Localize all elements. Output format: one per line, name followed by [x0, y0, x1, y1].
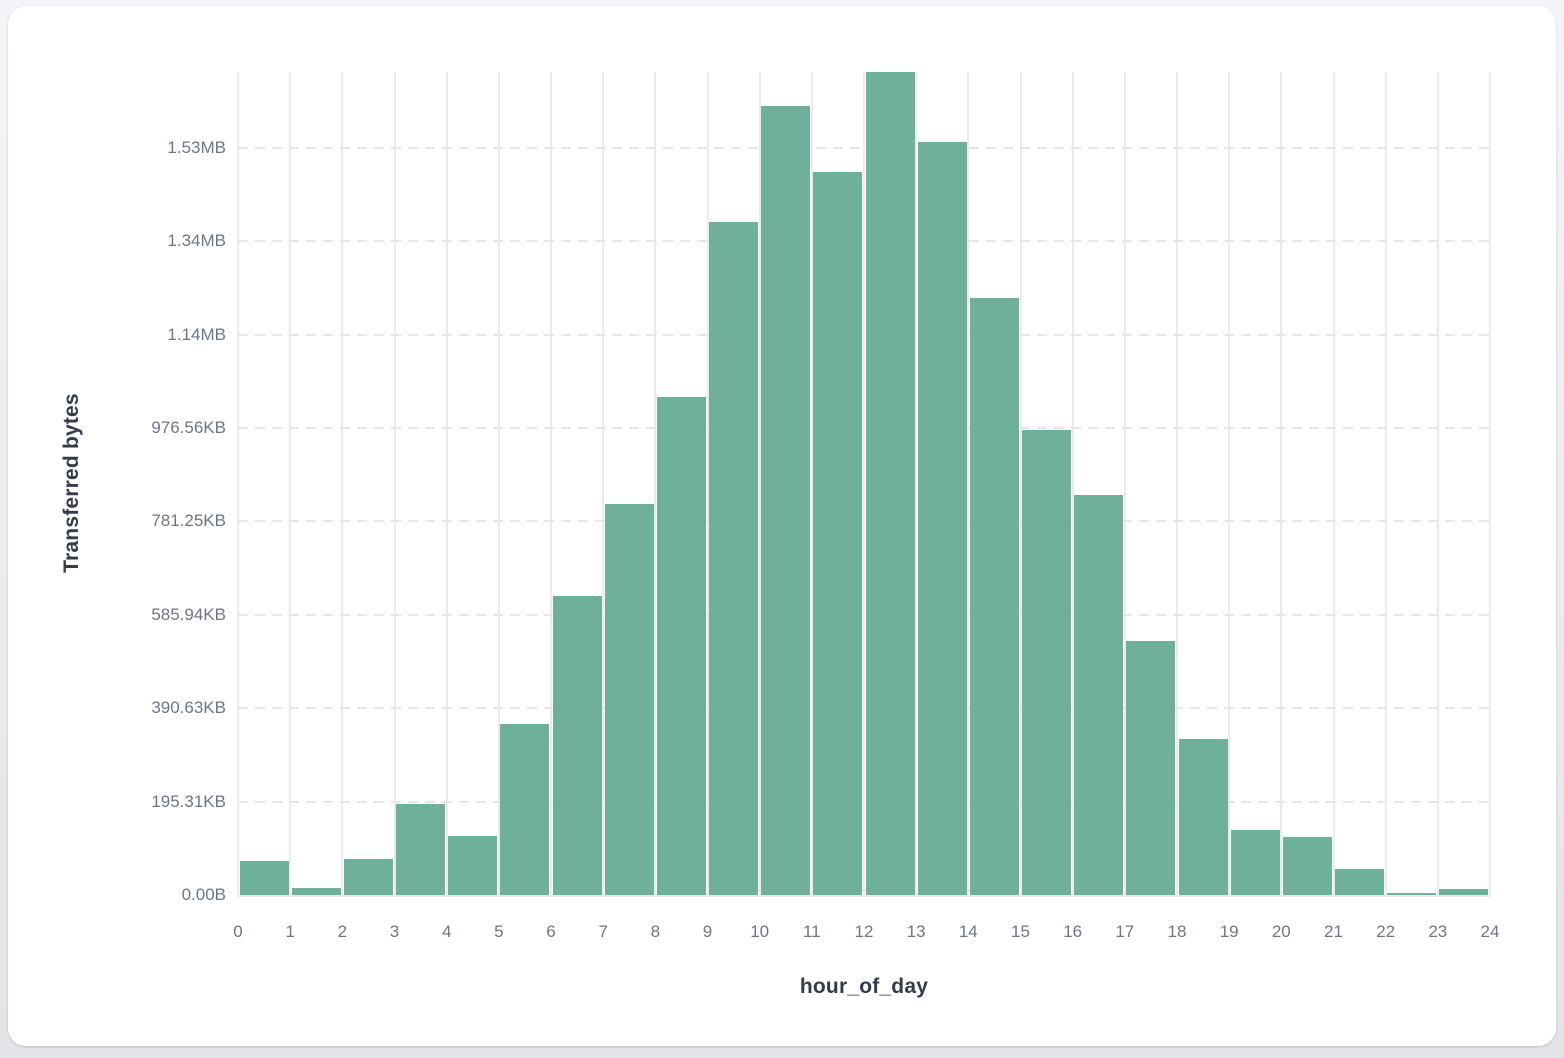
y-tick-label: 781.25KB [151, 511, 226, 531]
x-tick-label: 3 [389, 922, 400, 941]
bar-hour-11[interactable] [813, 172, 863, 895]
gridline-vertical [237, 72, 239, 895]
x-tick-label: 20 [1271, 922, 1291, 941]
gridline-vertical [1332, 72, 1335, 895]
gridline-vertical [1280, 72, 1283, 895]
gridline-vertical [445, 72, 448, 895]
bar-hour-8[interactable] [656, 397, 706, 895]
y-tick-label: 1.14MB [167, 324, 226, 344]
gridline-vertical [654, 72, 657, 895]
y-tick-label: 1.53MB [167, 137, 226, 157]
gridline-horizontal [238, 613, 1490, 616]
x-tick-label: 22 [1376, 922, 1396, 941]
x-tick-label: 12 [854, 922, 874, 941]
gridline-horizontal [238, 520, 1490, 523]
bar-hour-19[interactable] [1230, 830, 1280, 895]
y-tick-label: 976.56KB [151, 417, 226, 437]
x-axis-title: hour_of_day [799, 975, 929, 998]
x-tick-label: 5 [494, 922, 504, 941]
gridline-vertical [550, 72, 552, 895]
x-tick-label: 23 [1428, 922, 1448, 941]
gridline-horizontal [238, 240, 1490, 243]
x-tick-label: 1 [285, 922, 295, 941]
gridline-horizontal [238, 333, 1490, 336]
bar-hour-22[interactable] [1387, 893, 1437, 895]
y-tick-label: 0.00B [181, 885, 226, 904]
gridline-vertical [1228, 72, 1231, 895]
bar-hour-10[interactable] [761, 106, 811, 895]
x-tick-label: 7 [598, 922, 608, 941]
x-tick-label: 19 [1219, 922, 1239, 941]
x-tick-label: 8 [650, 922, 661, 941]
gridline-vertical [341, 72, 344, 895]
bar-hour-17[interactable] [1126, 641, 1176, 895]
gridline-vertical [1176, 72, 1178, 895]
gridline-horizontal [238, 426, 1490, 429]
x-tick-label: 2 [337, 922, 348, 941]
x-tick-label: 0 [233, 922, 243, 941]
gridline-horizontal [238, 146, 1490, 149]
gridline-vertical [1071, 72, 1074, 895]
gridline-vertical [1384, 72, 1387, 895]
chart-card: Transferred bytes hour_of_day 0.00B 195.3… [8, 6, 1556, 1046]
bar-hour-0[interactable] [239, 861, 289, 895]
bar-hour-12[interactable] [865, 72, 915, 895]
plot-area [237, 72, 1491, 897]
x-tick-label: 21 [1324, 922, 1343, 941]
bar-hour-23[interactable] [1439, 889, 1489, 895]
y-tick-label: 1.34MB [167, 231, 226, 251]
x-tick-label: 10 [750, 922, 770, 941]
gridline-vertical [289, 72, 292, 895]
bar-hour-1[interactable] [291, 888, 341, 895]
x-tick-label: 18 [1167, 922, 1187, 941]
gridline-vertical [1123, 72, 1126, 895]
bar-hour-21[interactable] [1335, 869, 1385, 895]
gridline-vertical [497, 72, 500, 895]
gridline-horizontal [238, 800, 1490, 803]
gridline-vertical [706, 72, 709, 895]
x-axis-line [238, 895, 1490, 897]
bar-hour-4[interactable] [448, 836, 498, 895]
bar-hour-18[interactable] [1178, 739, 1228, 895]
gridline-vertical [758, 72, 761, 895]
x-tick-label: 15 [1011, 922, 1030, 941]
x-tick-label: 6 [546, 922, 556, 941]
gridline-vertical [810, 72, 813, 895]
x-tick-label: 14 [958, 922, 978, 941]
y-tick-label: 390.63KB [151, 698, 226, 718]
gridline-vertical [863, 72, 865, 895]
gridline-horizontal [238, 707, 1490, 710]
bar-hour-6[interactable] [552, 596, 602, 895]
x-tick-label: 9 [702, 922, 713, 941]
bar-hour-14[interactable] [969, 298, 1019, 895]
x-tick-label: 11 [802, 922, 821, 941]
x-tick-label: 16 [1063, 922, 1083, 941]
bar-hour-7[interactable] [604, 504, 654, 895]
x-tick-label: 17 [1115, 922, 1135, 941]
x-tick-label: 4 [441, 922, 452, 941]
x-tick-label: 24 [1480, 922, 1500, 941]
gridline-vertical [967, 72, 970, 895]
bar-hour-15[interactable] [1022, 430, 1072, 895]
gridline-vertical [1019, 72, 1022, 895]
y-tick-label: 195.31KB [151, 791, 226, 811]
bar-hour-20[interactable] [1282, 837, 1332, 895]
gridline-vertical [1436, 72, 1439, 895]
bar-hour-9[interactable] [709, 222, 759, 895]
x-tick-label: 13 [906, 922, 926, 941]
y-tick-label: 585.94KB [151, 604, 226, 624]
gridline-vertical [393, 72, 396, 895]
gridline-vertical [915, 72, 918, 895]
bar-hour-2[interactable] [343, 859, 393, 895]
bar-hour-13[interactable] [917, 142, 967, 895]
gridline-vertical [602, 72, 605, 895]
bar-hour-16[interactable] [1074, 495, 1124, 895]
gridline-vertical [1489, 72, 1491, 895]
bar-hour-5[interactable] [500, 724, 550, 895]
bar-hour-3[interactable] [396, 804, 446, 895]
